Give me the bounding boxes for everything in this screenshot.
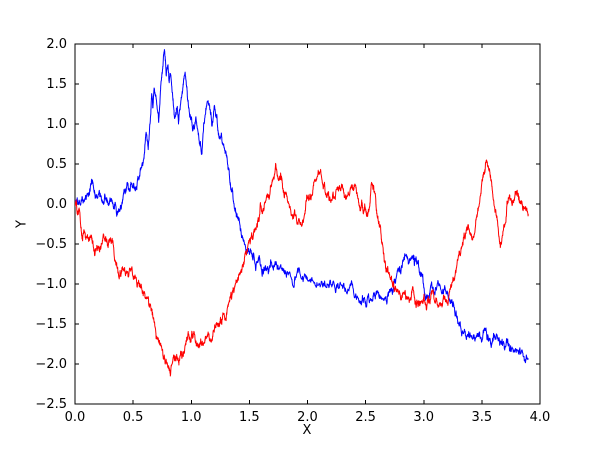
x-axis-label: X	[302, 423, 312, 438]
blue-random-walk	[75, 49, 529, 364]
x-tick-label: 3.5	[472, 410, 493, 425]
x-tick-label: 0.0	[65, 410, 86, 425]
y-tick-label: −1.0	[35, 277, 67, 292]
y-tick-label: 2.0	[46, 37, 67, 52]
red-random-walk	[75, 159, 529, 377]
y-tick-label: −2.0	[35, 357, 67, 372]
x-tick-label: 2.0	[297, 410, 318, 425]
x-tick-label: 1.0	[181, 410, 202, 425]
y-tick-label: 0.0	[46, 197, 67, 212]
y-axis-label: Y	[14, 220, 30, 228]
x-tick-label: 1.5	[239, 410, 260, 425]
x-tick-label: 3.0	[413, 410, 434, 425]
y-tick-label: 0.5	[46, 157, 67, 172]
y-tick-label: −2.5	[35, 397, 67, 412]
x-tick-label: 2.5	[355, 410, 376, 425]
y-tick-label: −0.5	[35, 237, 67, 252]
plot-frame	[74, 43, 541, 405]
x-tick-label: 4.0	[530, 410, 551, 425]
y-tick-label: 1.5	[46, 77, 67, 92]
y-tick-label: −1.5	[35, 317, 67, 332]
x-tick-label: 0.5	[123, 410, 144, 425]
y-tick-label: 1.0	[46, 117, 67, 132]
